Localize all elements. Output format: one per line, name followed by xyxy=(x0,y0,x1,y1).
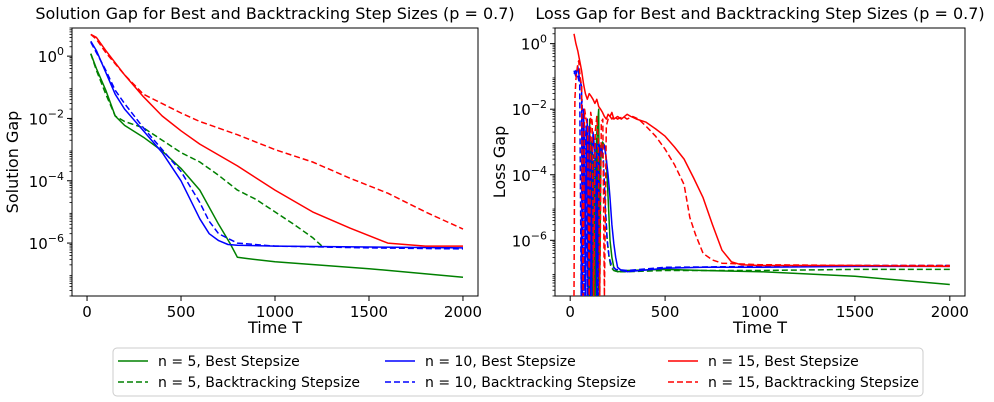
solution-gap-xtick-label: 1000 xyxy=(256,303,294,321)
loss-gap-line-n-15-best-stepsize xyxy=(573,33,950,268)
loss-gap-ytick-label: 10−4 xyxy=(512,164,547,185)
loss-gap-ytick-label: 10−2 xyxy=(512,98,547,119)
legend-items: n = 5, Best Stepsize n = 5, Backtracking … xyxy=(118,354,919,391)
loss-gap-line-n-15-backtracking-stepsize xyxy=(573,60,950,296)
legend-label-n-10-best-stepsize: n = 10, Best Stepsize xyxy=(425,354,576,370)
loss-gap-xtick-label: 2000 xyxy=(931,303,969,321)
solution-gap-line-n-5-best-stepsize xyxy=(90,53,464,278)
loss-gap-ticks: 0 500 1000 1500 2000 10−6 10−4 10−2 100 xyxy=(512,27,969,321)
solution-gap-ytick-label: 10−6 xyxy=(29,232,64,253)
legend-label-n-5-best-stepsize: n = 5, Best Stepsize xyxy=(158,354,300,370)
legend: n = 5, Best Stepsize n = 5, Backtracking … xyxy=(112,347,924,397)
solution-gap-plot-area xyxy=(71,27,479,297)
solution-gap-line-n-10-best-stepsize xyxy=(90,40,464,249)
legend-label-n-15-best-stepsize: n = 15, Best Stepsize xyxy=(708,354,859,370)
loss-gap-ytick-label: 10−6 xyxy=(512,229,547,250)
loss-gap-plot-area xyxy=(554,27,966,297)
solution-gap-ticks: 0 500 1000 1500 2000 10−6 10−4 10−2 100 xyxy=(29,27,482,321)
solution-gap-xtick-label: 2000 xyxy=(444,303,482,321)
legend-label-n-10-backtracking-stepsize: n = 10, Backtracking Stepsize xyxy=(425,375,636,391)
loss-gap-xtick-label: 1000 xyxy=(741,303,779,321)
solution-gap-line-n-15-backtracking-stepsize xyxy=(90,33,464,230)
solution-gap-line-n-10-backtracking-stepsize xyxy=(90,41,464,250)
solution-gap-xtick-label: 500 xyxy=(167,303,196,321)
loss-gap-line-n-10-backtracking-stepsize xyxy=(573,69,950,296)
loss-gap-panel: Loss Gap for Best and Backtracking Step … xyxy=(490,4,985,337)
solution-gap-line-n-15-best-stepsize xyxy=(90,33,463,247)
solution-gap-ytick-label: 10−2 xyxy=(29,107,64,128)
solution-gap-ytick-label: 100 xyxy=(38,45,64,66)
solution-gap-xtick-label: 0 xyxy=(82,303,92,321)
loss-gap-ytick-label: 100 xyxy=(521,33,547,54)
solution-gap-xtick-label: 1500 xyxy=(350,303,388,321)
legend-label-n-15-backtracking-stepsize: n = 15, Backtracking Stepsize xyxy=(708,375,919,391)
solution-gap-title: Solution Gap for Best and Backtracking S… xyxy=(35,4,514,23)
solution-gap-xlabel: Time T xyxy=(247,318,302,337)
loss-gap-xtick-label: 500 xyxy=(651,303,680,321)
loss-gap-xtick-label: 1500 xyxy=(836,303,874,321)
solution-gap-panel: Solution Gap for Best and Backtracking S… xyxy=(3,4,515,337)
loss-gap-ylabel: Loss Gap xyxy=(490,126,509,199)
loss-gap-xtick-label: 0 xyxy=(565,303,575,321)
loss-gap-line-n-5-best-stepsize xyxy=(588,108,950,296)
solution-gap-ylabel: Solution Gap xyxy=(3,111,22,214)
solution-gap-series xyxy=(90,33,464,278)
loss-gap-xlabel: Time T xyxy=(732,318,787,337)
legend-label-n-5-backtracking-stepsize: n = 5, Backtracking Stepsize xyxy=(158,375,360,391)
solution-gap-ytick-label: 10−4 xyxy=(29,170,64,191)
loss-gap-title: Loss Gap for Best and Backtracking Step … xyxy=(535,4,984,23)
loss-gap-series xyxy=(573,33,950,296)
legend-frame xyxy=(112,347,924,397)
solution-gap-line-n-5-backtracking-stepsize xyxy=(90,53,323,247)
loss-gap-line-n-10-best-stepsize xyxy=(573,65,950,296)
